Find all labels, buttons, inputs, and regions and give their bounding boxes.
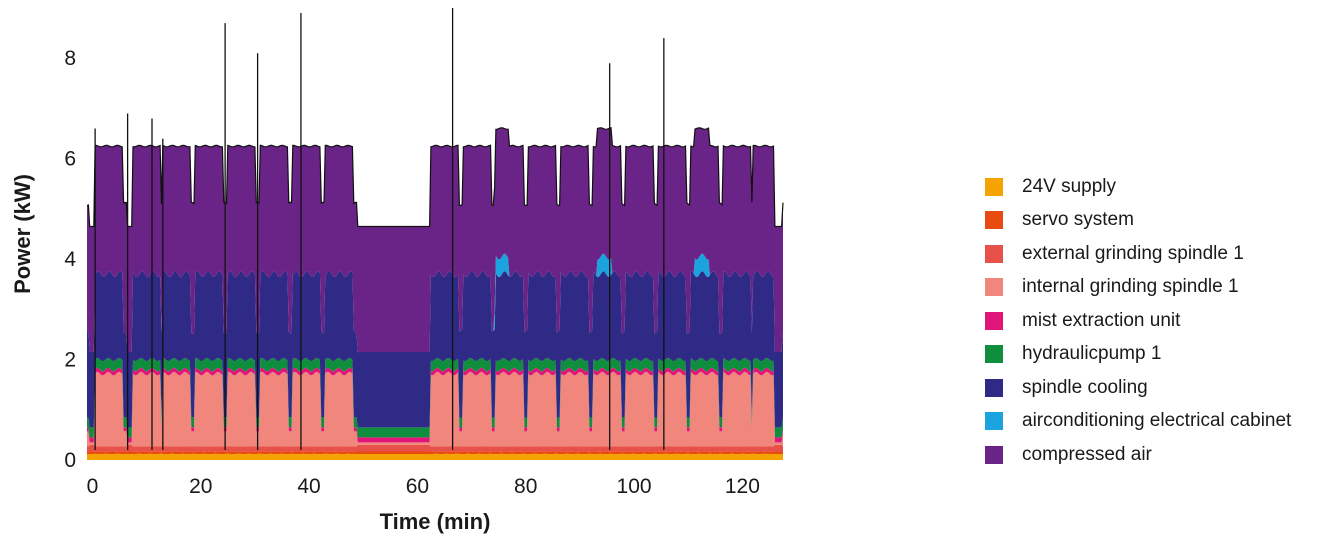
series-compressed-air	[87, 127, 783, 352]
x-tick-label: 120	[725, 475, 760, 498]
legend-label: internal grinding spindle 1	[1022, 276, 1239, 298]
x-tick-label: 0	[87, 475, 99, 498]
legend-swatch	[985, 244, 1003, 263]
legend-swatch	[985, 412, 1003, 431]
series-hydraulicpump-1	[87, 358, 783, 438]
y-tick-label: 8	[64, 47, 76, 70]
legend-item-external-grinding-spindle-1: external grinding spindle 1	[985, 237, 1291, 271]
x-tick-label: 40	[297, 475, 320, 498]
legend-item-hydraulicpump-1: hydraulicpump 1	[985, 338, 1291, 372]
legend-item-servo-system: servo system	[985, 204, 1291, 238]
power-chart: 0 20 40 60 80 100 120 0 2 4 6 8 Time (min) Power (…	[10, 8, 784, 534]
series-spindle-cooling	[87, 271, 783, 428]
legend-item-compressed-air: compressed air	[985, 438, 1291, 472]
legend-item-24v-supply: 24V supply	[985, 170, 1291, 204]
x-tick-label: 80	[514, 475, 537, 498]
legend-label: servo system	[1022, 209, 1134, 231]
legend-item-internal-grinding-spindle-1: internal grinding spindle 1	[985, 271, 1291, 305]
legend-swatch	[985, 445, 1003, 464]
x-tick-label: 100	[617, 475, 652, 498]
y-axis-title: Power (kW)	[10, 174, 35, 294]
y-tick-label: 2	[64, 349, 76, 372]
legend-item-spindle-cooling: spindle cooling	[985, 371, 1291, 405]
total-power-line	[86, 127, 784, 228]
legend-swatch	[985, 311, 1003, 330]
y-tick-label: 4	[64, 248, 76, 271]
series-servo-system	[87, 451, 783, 455]
y-tick-label: 0	[64, 449, 76, 472]
y-tick-label: 6	[64, 148, 76, 171]
transient-peaks	[94, 8, 665, 450]
legend-label: mist extraction unit	[1022, 309, 1181, 331]
legend-swatch	[985, 345, 1003, 364]
series-internal-grinding-spindle-1	[87, 371, 783, 447]
legend: 24V supply servo system external grinding …	[985, 170, 1291, 472]
legend-item-airconditioning-electrical-cabinet: airconditioning electrical cabinet	[985, 405, 1291, 439]
legend-label: hydraulicpump 1	[1022, 343, 1162, 365]
legend-swatch	[985, 177, 1003, 196]
x-tick-label: 60	[406, 475, 429, 498]
legend-swatch	[985, 278, 1003, 297]
y-axis-ticks: 0 2 4 6 8	[64, 47, 76, 472]
legend-label: spindle cooling	[1022, 376, 1148, 398]
series-24v-supply	[87, 453, 783, 460]
x-axis-title: Time (min)	[380, 509, 491, 534]
legend-label: compressed air	[1022, 443, 1152, 465]
plot-area	[86, 127, 784, 460]
legend-swatch	[985, 211, 1003, 230]
legend-item-mist-extraction-unit: mist extraction unit	[985, 304, 1291, 338]
x-axis-ticks: 0 20 40 60 80 100 120	[87, 475, 760, 498]
legend-label: airconditioning electrical cabinet	[1022, 410, 1292, 432]
x-tick-label: 20	[189, 475, 212, 498]
legend-swatch	[985, 378, 1003, 397]
legend-label: 24V supply	[1022, 175, 1117, 197]
series-external-grinding-spindle-1	[87, 444, 783, 452]
legend-label: external grinding spindle 1	[1022, 242, 1244, 264]
